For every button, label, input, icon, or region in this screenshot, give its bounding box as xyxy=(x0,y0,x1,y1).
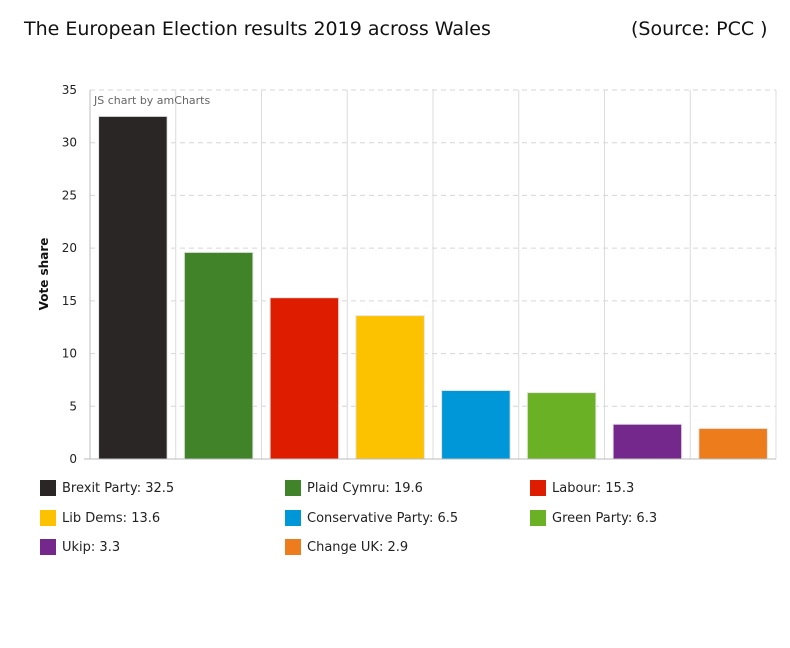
legend-label: Ukip: 3.3 xyxy=(62,539,121,555)
y-tick-label: 35 xyxy=(62,83,77,97)
bar-conservative-party[interactable] xyxy=(441,389,511,460)
legend-label: Plaid Cymru: 19.6 xyxy=(307,480,423,496)
bar-brexit-party[interactable] xyxy=(98,115,168,460)
legend-item-change-uk[interactable]: Change UK: 2.9 xyxy=(285,539,408,555)
legend-swatch xyxy=(40,480,56,496)
legend-swatch xyxy=(530,480,546,496)
legend-swatch xyxy=(285,480,301,496)
chart-title: The European Election results 2019 acros… xyxy=(24,18,491,40)
bar-plaid-cymru[interactable] xyxy=(183,251,254,460)
y-tick-label: 25 xyxy=(62,188,77,202)
y-tick-label: 15 xyxy=(62,294,77,308)
chart-credit[interactable]: JS chart by amCharts xyxy=(93,94,210,107)
legend-swatch xyxy=(40,510,56,526)
legend-item-ukip[interactable]: Ukip: 3.3 xyxy=(40,539,120,555)
legend-swatch xyxy=(530,510,546,526)
legend-label: Labour: 15.3 xyxy=(552,480,635,496)
legend-item-green-party[interactable]: Green Party: 6.3 xyxy=(530,510,657,526)
legend-label: Change UK: 2.9 xyxy=(307,539,409,555)
legend-item-plaid-cymru[interactable]: Plaid Cymru: 19.6 xyxy=(285,480,423,496)
legend-swatch xyxy=(285,510,301,526)
y-tick-label: 0 xyxy=(69,452,77,466)
y-tick-label: 5 xyxy=(69,399,77,413)
legend-item-conservative-party[interactable]: Conservative Party: 6.5 xyxy=(285,510,458,526)
bar-labour[interactable] xyxy=(269,297,340,460)
bars-layer xyxy=(98,115,768,460)
legend-label: Conservative Party: 6.5 xyxy=(307,510,459,526)
y-tick-label: 30 xyxy=(62,136,77,150)
legend-item-labour[interactable]: Labour: 15.3 xyxy=(530,480,634,496)
legend-label: Green Party: 6.3 xyxy=(552,510,658,526)
legend-label: Lib Dems: 13.6 xyxy=(62,510,161,526)
y-tick-label: 10 xyxy=(62,347,77,361)
legend-swatch xyxy=(40,539,56,555)
y-tick-label: 20 xyxy=(62,241,77,255)
y-axis-title: Vote share xyxy=(37,238,51,311)
bar-lib-dems[interactable] xyxy=(355,315,425,460)
bar-ukip[interactable] xyxy=(612,423,683,460)
legend-item-lib-dems[interactable]: Lib Dems: 13.6 xyxy=(40,510,160,526)
bar-green-party[interactable] xyxy=(526,392,597,460)
axis-layer: 0 5 10 15 20 25 30 35 xyxy=(62,83,776,466)
legend-swatch xyxy=(285,539,301,555)
grid-layer xyxy=(89,89,777,459)
legend-item-brexit-party[interactable]: Brexit Party: 32.5 xyxy=(40,480,174,496)
legend-label: Brexit Party: 32.5 xyxy=(62,480,175,496)
bar-change-uk[interactable] xyxy=(698,427,768,460)
chart-source: (Source: PCC ) xyxy=(631,18,768,40)
